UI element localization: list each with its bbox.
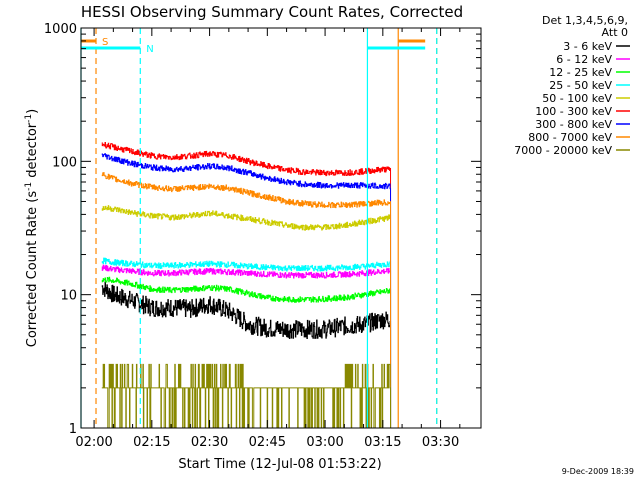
series-line (101, 264, 392, 428)
x-tick-label: 03:00 (306, 435, 343, 450)
series-line (101, 153, 392, 428)
y-axis-label-sup2: -1 (24, 114, 34, 123)
plot-frame (80, 27, 482, 429)
y-tick-label: 1000 (44, 22, 77, 37)
legend-header-line-2: Att 0 (602, 26, 628, 39)
legend-entry-label: 300 - 800 keV (535, 118, 612, 131)
y-axis-label-mid: detector (25, 122, 40, 182)
x-tick-label: 03:30 (422, 435, 459, 450)
x-tick-label: 02:45 (249, 435, 286, 450)
x-tick-label: 03:15 (364, 435, 401, 450)
x-axis-ticks: 02:00 02:15 02:30 02:45 03:00 03:15 03:30 (75, 28, 461, 450)
flag-label: N (146, 44, 153, 55)
series-line (101, 141, 392, 428)
chart-title: HESSI Observing Summary Count Rates, Cor… (81, 3, 463, 21)
x-tick-label: 02:15 (133, 435, 170, 450)
y-tick-label: 10 (60, 289, 77, 304)
series-line (101, 281, 392, 428)
y-tick-label: 100 (52, 155, 77, 170)
legend-entry-label: 100 - 300 keV (535, 105, 612, 118)
y-axis-label: Corrected Count Rate (s-1 detector-1) (24, 109, 40, 347)
legend-entry-label: 50 - 100 keV (542, 92, 612, 105)
timestamp: 9-Dec-2009 18:39 (562, 467, 634, 476)
legend-entry-label: 3 - 6 keV (563, 40, 612, 53)
legend-header-line-1: Det 1,3,4,5,6,9, (542, 14, 628, 27)
x-axis-label: Start Time (12-Jul-08 01:53:22) (178, 457, 381, 472)
legend-entry-label: 12 - 25 keV (549, 66, 612, 79)
series-line (101, 172, 392, 428)
x-tick-label: 02:30 (191, 435, 228, 450)
x-tick-label: 02:00 (75, 435, 112, 450)
legend-entry-label: 7000 - 20000 keV (514, 144, 612, 157)
legend-entry-label: 800 - 7000 keV (528, 131, 612, 144)
series-line (101, 363, 392, 429)
y-axis-label-sup1: -1 (24, 182, 34, 191)
y-axis-label-end: ) (25, 109, 40, 114)
legend-entry-label: 6 - 12 keV (556, 53, 612, 66)
flag-layer: SN (80, 28, 438, 428)
series-line (101, 205, 392, 428)
y-axis-label-main: Corrected Count Rate (s (25, 191, 40, 348)
series-line (101, 276, 392, 428)
legend-entry-label: 25 - 50 keV (549, 79, 612, 92)
series-layer (101, 141, 392, 429)
y-axis-ticks: 1 10 100 1000 (44, 22, 481, 437)
flag-label: S (102, 37, 108, 48)
y-tick-label: 1 (69, 422, 77, 437)
series-line (101, 257, 392, 428)
